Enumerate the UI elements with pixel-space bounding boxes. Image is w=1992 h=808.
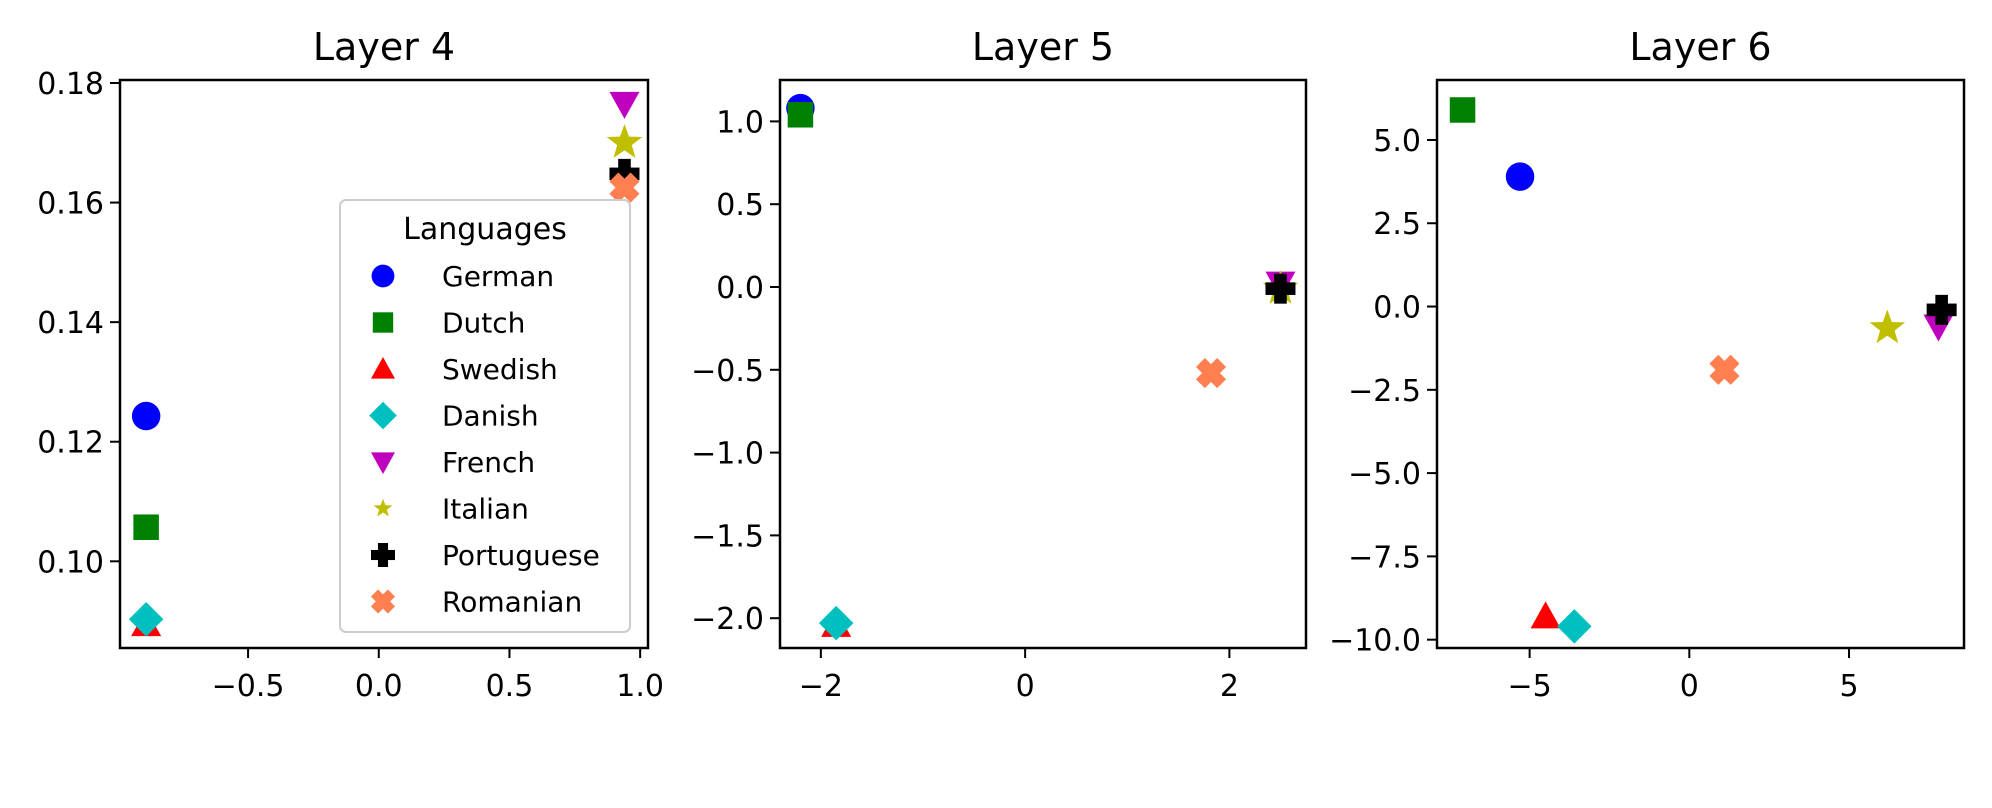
- legend-marker-german: [371, 264, 395, 288]
- data-point-danish: [818, 605, 854, 641]
- legend-marker-italian: [373, 498, 393, 517]
- y-tick-label: 0.18: [37, 67, 104, 102]
- x-tick-label: 0.0: [355, 669, 403, 704]
- y-tick-label: 5.0: [1373, 124, 1421, 159]
- data-point-french: [609, 91, 640, 119]
- x-tick-label: −5: [1508, 669, 1552, 704]
- x-tick-label: −2: [799, 669, 843, 704]
- chart-title: Layer 6: [1629, 25, 1771, 69]
- y-tick-label: 1.0: [716, 105, 764, 140]
- chart-title: Layer 5: [972, 25, 1114, 69]
- y-tick-label: −2.0: [691, 602, 764, 637]
- y-tick-label: 0.14: [37, 306, 104, 341]
- legend-marker-swedish: [371, 357, 395, 379]
- legend-marker-danish: [369, 401, 397, 430]
- legend-marker-romanian: [370, 589, 396, 614]
- legend-entry-dutch: Dutch: [442, 307, 525, 340]
- data-point-portuguese: [1265, 273, 1296, 304]
- data-point-dutch: [1449, 97, 1476, 123]
- x-tick-label: 0.5: [486, 669, 534, 704]
- data-point-romanian: [1195, 358, 1227, 389]
- data-point-italian: [1869, 309, 1906, 344]
- y-tick-label: 0.0: [1373, 291, 1421, 326]
- y-tick-label: 0.12: [37, 426, 104, 461]
- legend-entry-danish: Danish: [442, 400, 539, 433]
- x-tick-label: 1.0: [616, 669, 664, 704]
- data-point-swedish: [1530, 601, 1561, 629]
- data-point-romanian: [609, 172, 640, 203]
- data-point-romanian: [1709, 354, 1740, 385]
- legend: Languages German Dutch Swedish Danish French I…: [339, 199, 631, 633]
- legend-entry-german: German: [442, 260, 554, 293]
- y-tick-label: −0.5: [691, 354, 764, 389]
- data-point-italian: [606, 124, 643, 158]
- data-point-danish: [1557, 609, 1592, 644]
- legend-box: [339, 199, 631, 633]
- data-points: [786, 93, 1299, 641]
- legend-title: Languages: [403, 212, 567, 247]
- legend-entry-portuguese: Portuguese: [442, 539, 600, 572]
- y-tick-label: 0.10: [37, 545, 104, 580]
- y-tick-label: −7.5: [1348, 540, 1421, 575]
- x-tick-label: 2: [1220, 669, 1239, 704]
- y-tick-label: 0.16: [37, 187, 104, 222]
- legend-entry-swedish: Swedish: [442, 353, 558, 386]
- data-point-dutch: [787, 102, 814, 128]
- axes-frame: [1435, 78, 1966, 650]
- y-tick-label: 0.5: [716, 188, 764, 223]
- legend-marker-portuguese: [371, 543, 395, 567]
- y-tick-label: −10.0: [1329, 624, 1421, 659]
- y-tick-label: −5.0: [1348, 457, 1421, 492]
- x-tick-label: −0.5: [212, 669, 285, 704]
- chart-title: Layer 4: [313, 25, 455, 69]
- x-tick-label: 0: [1016, 669, 1035, 704]
- legend-entry-romanian: Romanian: [442, 586, 582, 619]
- data-point-danish: [128, 602, 164, 637]
- legend-marker-french: [371, 452, 395, 474]
- chart-panel-1: Layer 4 −0.5 0.0 0.5 1.0 0.10 0.12 0.14 0.16 0.18: [37, 25, 664, 704]
- legend-marker-dutch: [372, 312, 394, 333]
- y-tick-label: −2.5: [1348, 374, 1421, 409]
- data-point-dutch: [133, 514, 159, 540]
- y-tick-label: −1.0: [691, 437, 764, 472]
- chart-panel-3: Layer 6 −5 0 5 −10.0 −7.5 −5.0 −2.5 0.0 2.5 5.0: [1329, 25, 1966, 704]
- axes-frame: [118, 78, 650, 650]
- data-point-german: [1505, 162, 1535, 191]
- x-tick-label: 0: [1680, 669, 1699, 704]
- legend-entry-french: French: [442, 446, 535, 479]
- axes-frame: [778, 78, 1308, 650]
- legend-entry-italian: Italian: [442, 493, 529, 526]
- y-tick-label: 2.5: [1373, 207, 1421, 242]
- y-tick-label: 0.0: [716, 271, 764, 306]
- data-point-portuguese: [1926, 294, 1957, 325]
- data-point-german: [131, 401, 161, 431]
- chart-panel-2: Layer 5 −2 0 2 −2.0 −1.5 −1.0 −0.5 0.0 0.5 1.0: [691, 25, 1308, 704]
- data-points: [128, 91, 643, 637]
- data-points: [1449, 97, 1957, 644]
- x-tick-label: 5: [1839, 669, 1858, 704]
- y-tick-label: −1.5: [691, 519, 764, 554]
